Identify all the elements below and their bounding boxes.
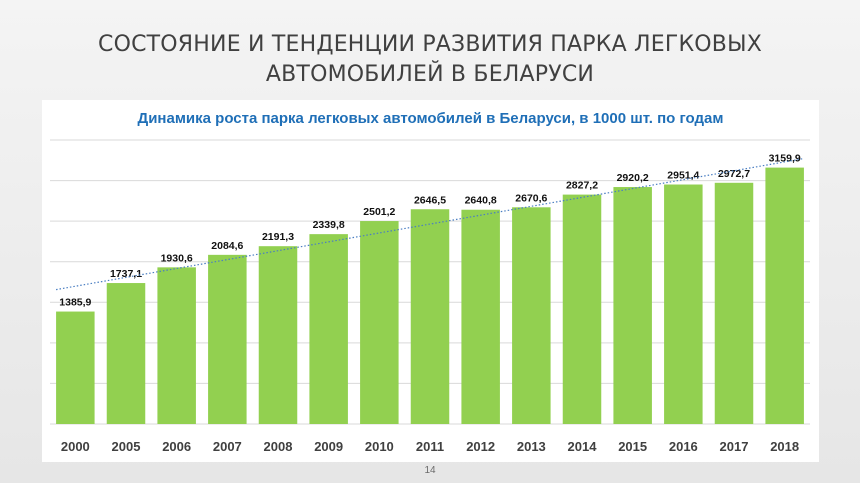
bar bbox=[562, 194, 602, 424]
data-label: 2501,2 bbox=[363, 206, 395, 218]
data-label: 2646,5 bbox=[414, 194, 446, 206]
slide-title-line-2: АВТОМОБИЛЕЙ В БЕЛАРУСИ bbox=[265, 62, 595, 87]
bar bbox=[765, 167, 804, 424]
data-label: 2972,7 bbox=[718, 168, 750, 180]
x-tick-label: 2008 bbox=[264, 439, 293, 454]
bar bbox=[157, 267, 196, 424]
x-tick-label: 2005 bbox=[112, 439, 141, 454]
x-tick-label: 2018 bbox=[770, 439, 799, 454]
data-label: 2640,8 bbox=[465, 195, 497, 207]
bar bbox=[512, 207, 551, 424]
chart-title: Динамика роста парка легковых автомобиле… bbox=[137, 110, 724, 127]
bar bbox=[613, 187, 652, 424]
x-tick-label: 2006 bbox=[162, 439, 191, 454]
x-tick-label: 2010 bbox=[365, 439, 394, 454]
data-label: 2084,6 bbox=[211, 240, 243, 252]
x-tick-label: 2009 bbox=[314, 439, 343, 454]
data-label: 2951,4 bbox=[667, 170, 699, 182]
x-tick-label: 2011 bbox=[416, 439, 444, 454]
bar bbox=[461, 209, 500, 424]
data-label: 3159,9 bbox=[769, 153, 801, 165]
x-tick-label: 2017 bbox=[720, 439, 749, 454]
trendline bbox=[55, 157, 805, 291]
bar bbox=[106, 283, 146, 424]
bar bbox=[664, 184, 703, 424]
data-label: 1930,6 bbox=[161, 252, 193, 264]
bar bbox=[714, 182, 754, 424]
x-tick-label: 2007 bbox=[213, 439, 242, 454]
bar bbox=[309, 234, 348, 424]
data-label: 2827,2 bbox=[566, 180, 598, 192]
data-label: 2920,2 bbox=[617, 172, 649, 184]
chart-panel: 1385,9 2000 1737,1 2005 1930,6 2006 2084,6 2007… bbox=[42, 100, 819, 462]
slide-title: СОСТОЯНИЕ И ТЕНДЕНЦИИ РАЗВИТИЯ ПАРКА ЛЕГ… bbox=[0, 30, 860, 90]
bar bbox=[360, 221, 399, 424]
x-tick-label: 2016 bbox=[669, 439, 698, 454]
data-label: 1737,1 bbox=[110, 268, 142, 280]
bar bbox=[208, 254, 247, 424]
x-tick-label: 2012 bbox=[466, 439, 495, 454]
x-tick-label: 2015 bbox=[618, 439, 647, 454]
data-label: 2191,3 bbox=[262, 231, 294, 243]
data-label: 2339,8 bbox=[313, 219, 345, 231]
bar-chart: 1385,9 2000 1737,1 2005 1930,6 2006 2084,6 2007… bbox=[50, 139, 810, 454]
data-label: 2670,6 bbox=[515, 192, 547, 204]
slide-title-line-1: СОСТОЯНИЕ И ТЕНДЕНЦИИ РАЗВИТИЯ ПАРКА ЛЕГ… bbox=[98, 32, 762, 57]
page-number: 14 bbox=[424, 465, 436, 476]
x-tick-label: 2014 bbox=[568, 439, 598, 454]
bar bbox=[410, 209, 450, 424]
bar bbox=[258, 246, 298, 424]
x-tick-label: 2000 bbox=[61, 439, 90, 454]
bar bbox=[56, 311, 95, 424]
data-label: 1385,9 bbox=[59, 297, 91, 309]
x-tick-label: 2013 bbox=[517, 439, 546, 454]
